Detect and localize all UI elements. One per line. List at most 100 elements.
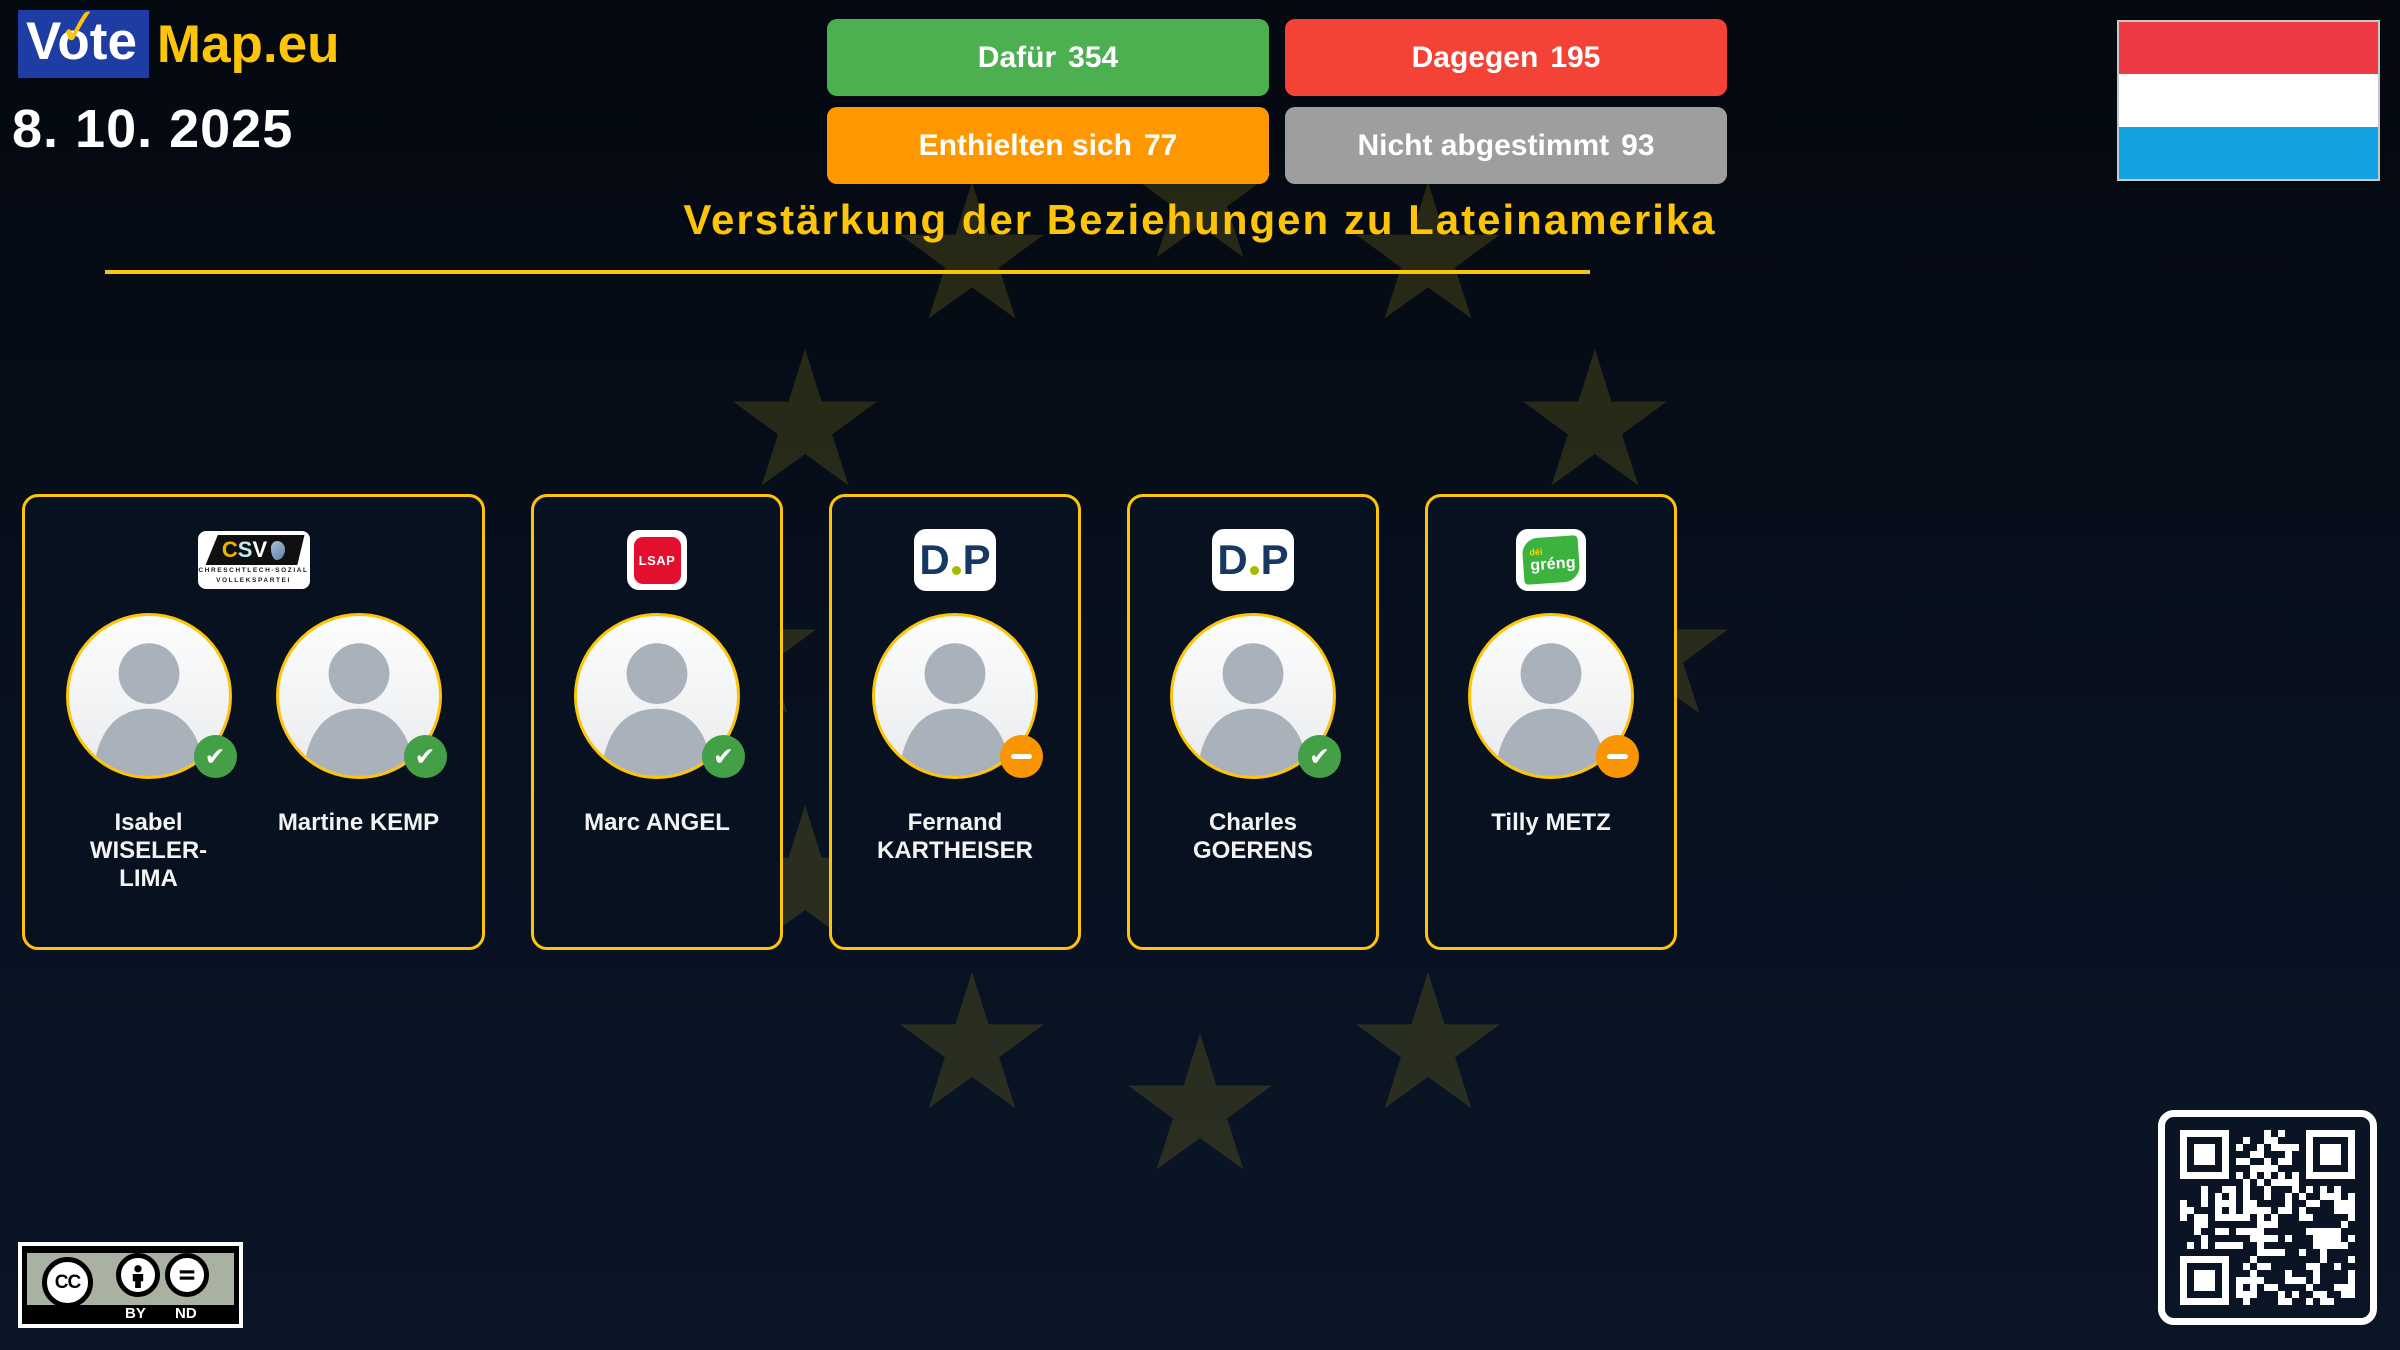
cc-license-badge: CC BY ND [18,1242,243,1328]
person-silhouette-icon [279,616,439,776]
dp-logo-box: D P [1212,529,1294,591]
csv-letter-s: S [237,537,253,562]
member-name: Tilly METZ [1491,809,1611,836]
cc-by-label: BY [125,1305,146,1322]
csv-subtitle-line1: CHRESCHTLECH-SOZIAL [198,567,309,574]
member-name: Martine KEMP [277,809,440,836]
csv-letter-c: C [221,537,238,562]
party-card-dp-1: D P – Fernand KARTHEISER [829,494,1081,950]
vote-for-badge: ✔ [403,735,447,778]
check-icon: ✔ [414,742,436,771]
member-name: Charles GOERENS [1192,809,1314,864]
member-name: Fernand KARTHEISER [876,809,1033,864]
csv-subtitle-line2: VOLLEKSPARTEI [216,577,291,584]
member-name: Isabel WISELER-LIMA [89,809,208,892]
luxembourg-flag [2117,20,2380,181]
cc-icon: CC [42,1257,93,1308]
votes-abstain-button[interactable]: Enthielten sich 77 [827,107,1269,184]
eu-star-icon [1522,349,1667,486]
person-silhouette-icon [69,616,229,776]
minus-icon: – [1011,754,1032,759]
votes-for-label: Dafür [977,40,1057,74]
dp-logo: D P [914,529,996,591]
votes-abstain-count: 77 [1144,128,1178,162]
member-metz: – Tilly METZ [1446,613,1656,837]
luxembourg-map-icon [271,540,286,560]
title-underline [105,270,1590,274]
person-silhouette-icon [875,616,1035,776]
flag-stripe-white [2119,74,2378,127]
vote-for-badge: ✔ [1298,735,1341,778]
party-card-dp-2: D P ✔ Charles GOERENS [1127,494,1379,950]
dp-logo-box: D P [914,529,996,591]
vote-abstain-badge: – [1000,735,1043,778]
dp-dot-icon [1249,565,1259,575]
eu-star-icon [1356,971,1500,1109]
vote-for-badge: ✔ [702,735,745,778]
votes-for-count: 354 [1068,40,1119,74]
dp-logo: D P [1212,529,1294,591]
member-photo: – [872,613,1043,779]
votes-against-label: Dagegen [1411,40,1539,74]
votemap-logo-map: Map.eu [156,14,340,74]
member-photo: ✔ [65,613,237,779]
vote-check-icon: ✓ [55,0,103,58]
lsap-label: LSAP [638,552,676,568]
member-wiseler-lima: ✔ Isabel WISELER-LIMA [44,613,254,893]
lsap-logo-red-square: LSAP [633,536,681,584]
check-icon: ✔ [204,742,226,771]
eu-star-icon [1128,1033,1272,1170]
flag-stripe-blue [2119,126,2378,179]
lsap-logo-box: LSAP [627,530,687,590]
vote-results-summary: Dafür 354 Dagegen 195 Enthielten sich 77… [827,19,1727,184]
cc-text: CC [54,1271,81,1293]
greng-text: gréng [1529,554,1577,575]
votemap-logo: Vote ✓ Map.eu [18,0,340,78]
member-goerens: ✔ Charles GOERENS [1148,613,1358,865]
member-photo: – [1468,613,1639,779]
votes-for-button[interactable]: Dafür 354 [827,19,1269,96]
cc-by-icon [116,1253,160,1297]
csv-letter-v: V [252,537,268,562]
dp-letter-p: P [1260,536,1289,583]
dp-letter-p: P [962,536,991,583]
votes-notvoted-button[interactable]: Nicht abgestimmt 93 [1285,107,1727,184]
qr-code [2158,1110,2377,1325]
greng-logo-box: déi gréng [1516,529,1586,591]
member-kartheiser: – Fernand KARTHEISER [850,613,1060,865]
cc-nd-icon [165,1253,209,1297]
eu-star-icon [900,971,1044,1109]
person-silhouette-icon [1173,616,1333,776]
dei-greng-logo: déi gréng [1516,529,1586,591]
minus-icon: – [1607,754,1628,759]
flag-stripe-red [2119,22,2378,75]
check-icon: ✔ [1309,742,1330,771]
page-title: Verstärkung der Beziehungen zu Lateiname… [683,196,1717,243]
party-card-lsap: LSAP ✔ Marc ANGEL [531,494,783,950]
member-photo: ✔ [275,613,447,779]
member-angel: ✔ Marc ANGEL [552,613,762,837]
greng-leaf-icon: déi gréng [1521,535,1581,585]
dp-letter-d: D [1217,536,1248,583]
votes-abstain-label: Enthielten sich [918,128,1132,162]
votes-notvoted-count: 93 [1621,128,1655,162]
eu-star-icon [733,349,878,486]
person-silhouette-icon [577,616,737,776]
dp-letter-d: D [919,536,950,583]
votes-against-button[interactable]: Dagegen 195 [1285,19,1727,96]
qr-pattern [2180,1130,2355,1305]
votemap-logo-vote: Vote ✓ [18,0,149,78]
check-icon: ✔ [713,742,734,771]
vote-abstain-badge: – [1596,735,1639,778]
cc-nd-label: ND [175,1305,197,1322]
votes-notvoted-label: Nicht abgestimmt [1357,128,1610,162]
person-silhouette-icon [1471,616,1631,776]
dp-dot-icon [951,565,961,575]
member-name: Marc ANGEL [584,809,730,836]
member-photo: ✔ [1170,613,1341,779]
